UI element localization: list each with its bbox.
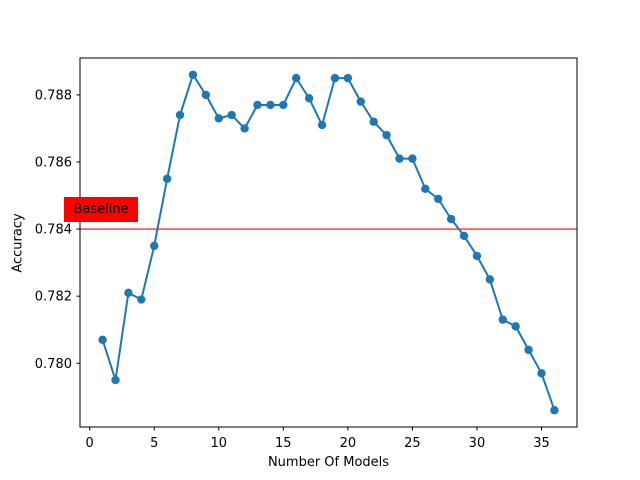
data-point — [201, 90, 211, 100]
data-point — [253, 100, 262, 110]
data-point — [421, 184, 430, 194]
y-tick-label: 0.786 — [35, 155, 72, 170]
y-tick-label: 0.780 — [35, 357, 72, 372]
data-point — [485, 275, 495, 284]
data-point — [511, 322, 520, 331]
axes-frame — [79, 57, 578, 428]
data-point — [279, 100, 288, 110]
data-point — [498, 315, 507, 324]
data-point — [188, 70, 198, 79]
data-point — [150, 241, 159, 251]
data-point — [292, 73, 301, 83]
data-point — [266, 100, 275, 110]
data-point — [395, 154, 404, 163]
data-point — [446, 214, 456, 224]
baseline-annotation: Baseline — [64, 197, 138, 222]
data-point — [124, 288, 133, 298]
x-axis-label: Number Of Models — [267, 455, 390, 470]
x-tick-label: 15 — [275, 436, 292, 451]
y-tick-label: 0.784 — [35, 223, 72, 238]
y-axis-label: Accuracy — [10, 213, 26, 273]
data-point — [111, 375, 120, 385]
data-point — [330, 73, 340, 83]
x-tick-label: 0 — [86, 436, 94, 451]
series-line — [101, 73, 556, 411]
data-point — [98, 335, 107, 344]
y-tick-label: 0.782 — [35, 290, 72, 305]
data-point — [343, 73, 353, 83]
data-point — [537, 369, 546, 378]
data-point — [240, 124, 249, 133]
data-point — [356, 97, 365, 106]
data-point — [304, 94, 314, 103]
x-tick-label: 30 — [469, 436, 486, 451]
data-point — [137, 295, 146, 304]
data-point — [382, 130, 391, 140]
x-tick-label: 35 — [533, 436, 550, 451]
x-tick-label: 20 — [340, 436, 357, 451]
x-tick-label: 25 — [404, 436, 421, 451]
data-point — [472, 251, 482, 261]
y-tick-label: 0.788 — [35, 88, 72, 103]
data-point — [162, 174, 172, 183]
x-tick-label: 10 — [210, 436, 227, 451]
x-tick-label: 5 — [150, 436, 158, 451]
data-point — [550, 406, 559, 415]
data-point — [214, 114, 223, 123]
data-point — [524, 345, 533, 355]
data-point — [459, 231, 469, 240]
data-point — [227, 110, 236, 120]
data-point — [408, 154, 417, 163]
data-point — [175, 110, 185, 120]
data-point — [317, 120, 327, 130]
data-point — [369, 117, 378, 126]
data-point — [434, 194, 443, 204]
